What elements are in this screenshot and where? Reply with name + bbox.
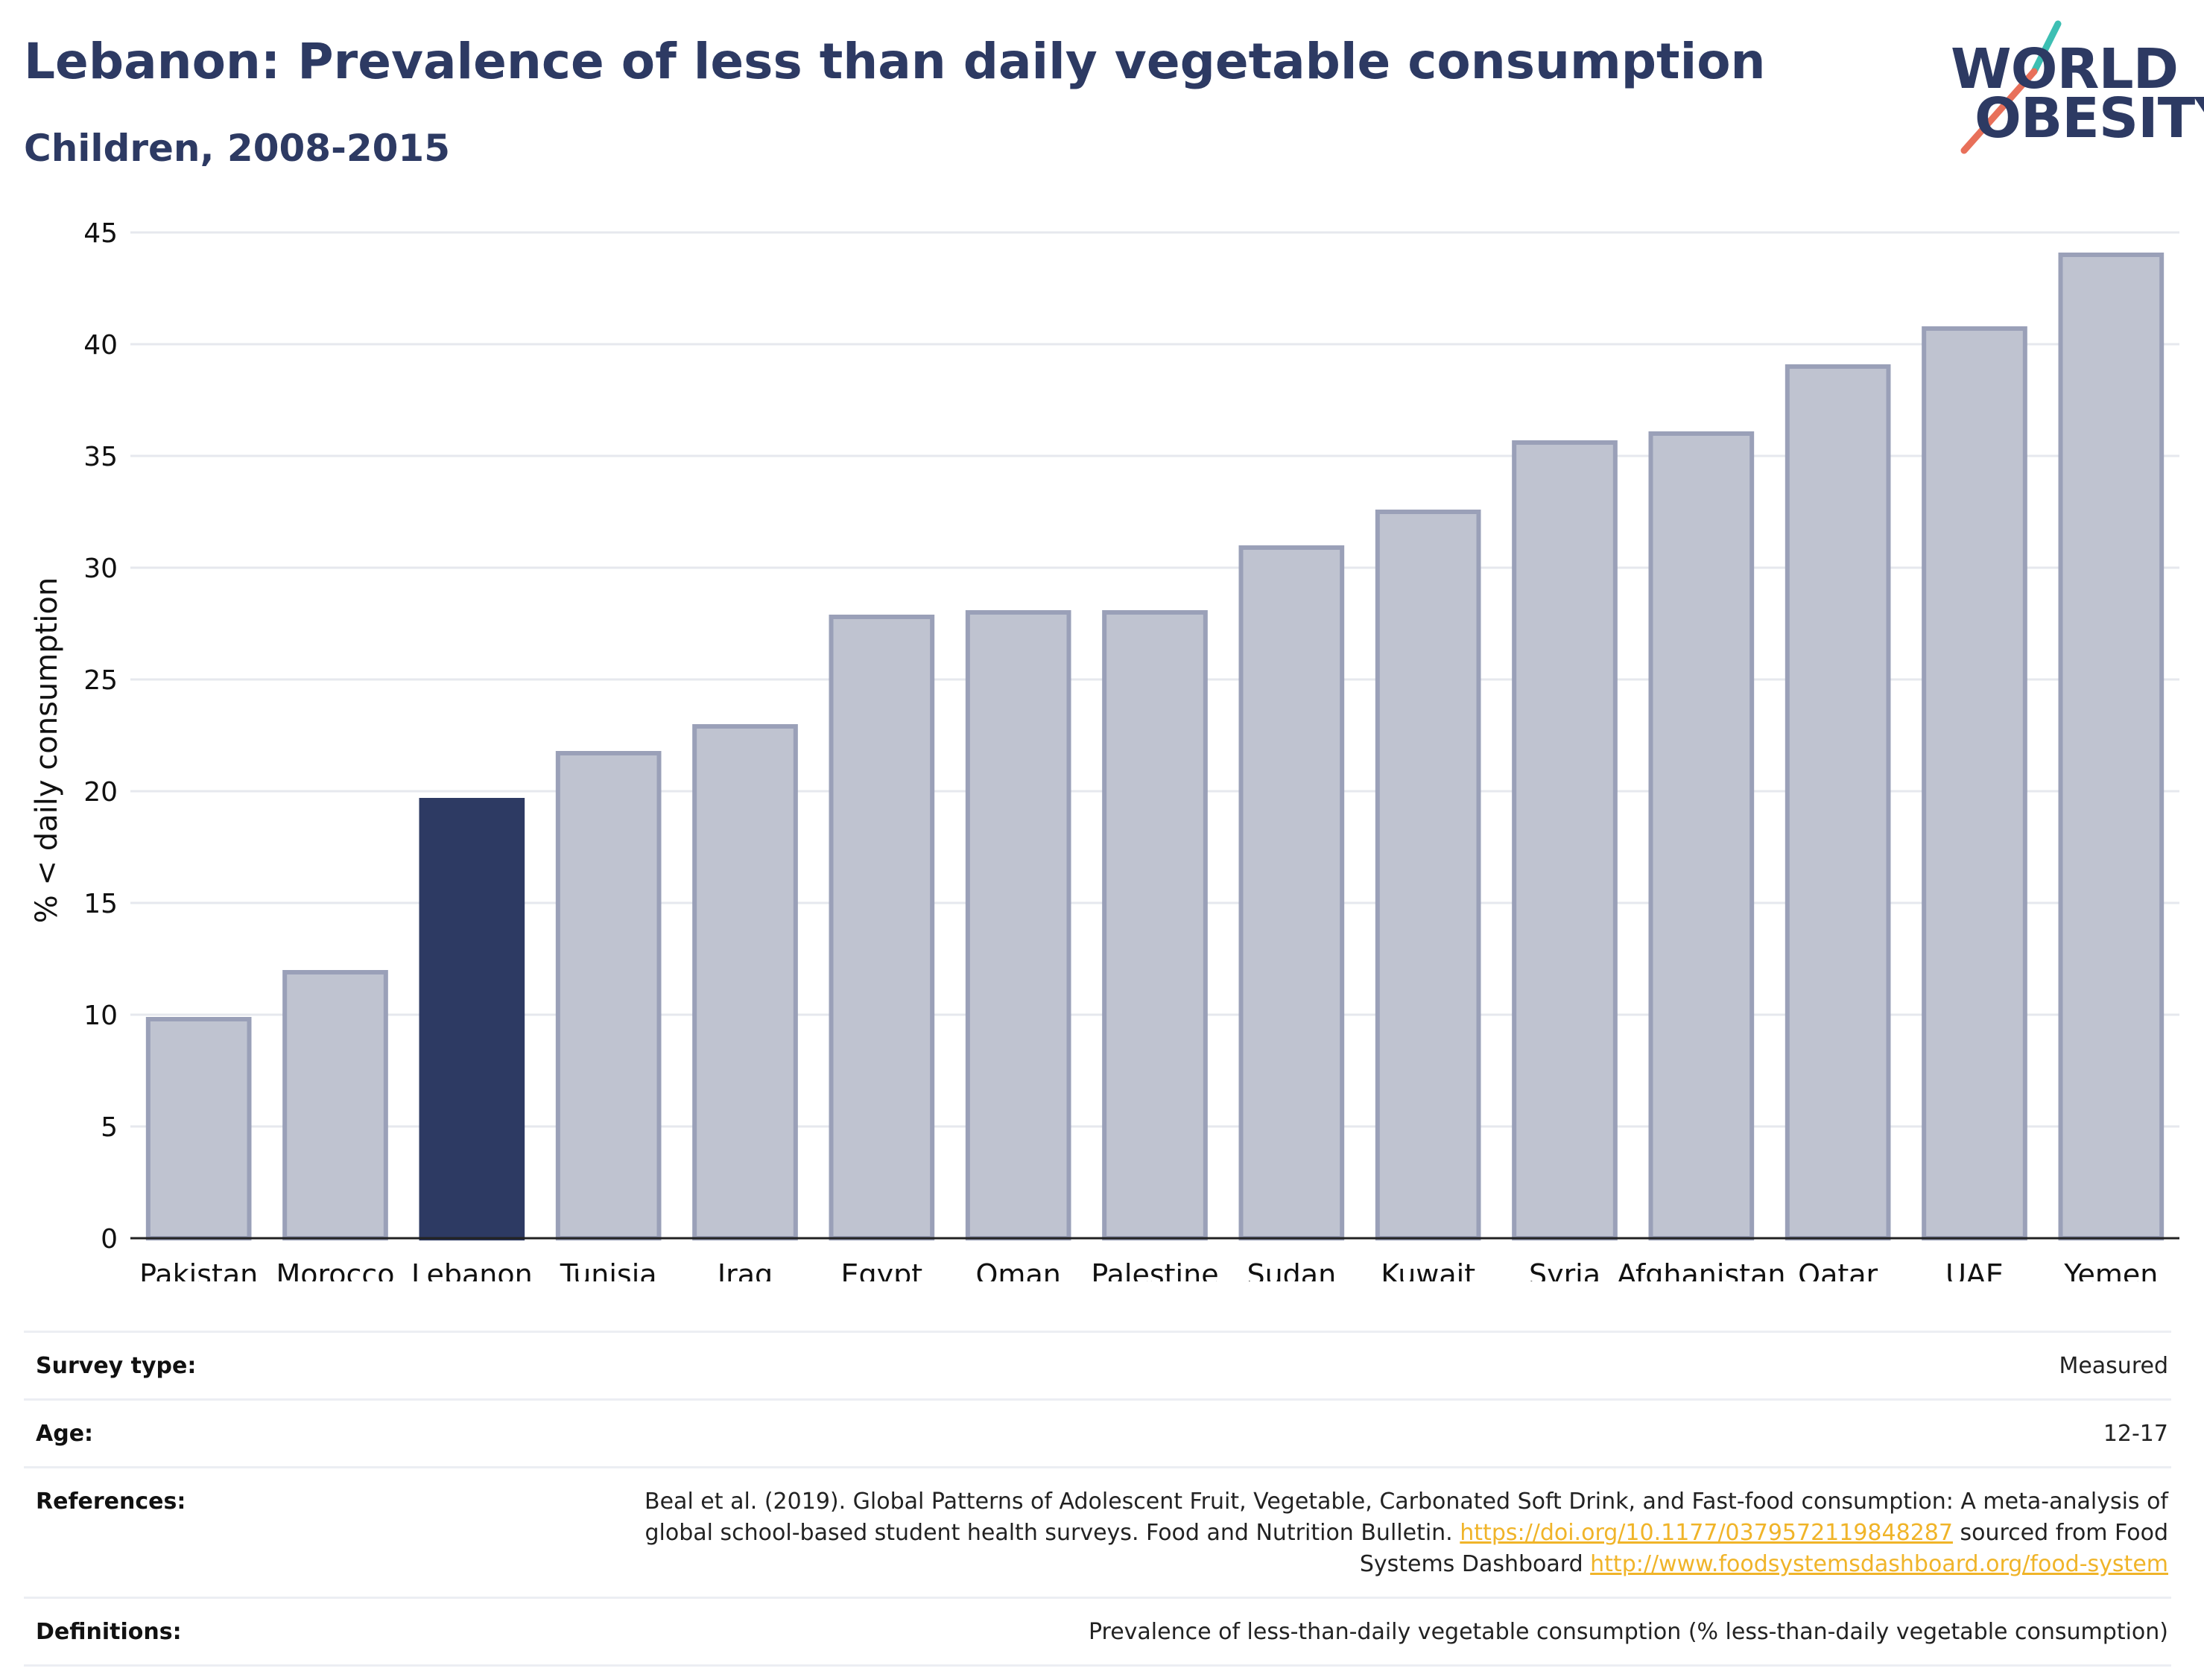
bar-palestine[interactable]: [1102, 610, 1208, 1240]
meta-key: Age:: [36, 1421, 94, 1447]
meta-row-survey-type: Survey type: Measured: [24, 1333, 2171, 1401]
logo-word-obesity: OBESITY: [1975, 86, 2204, 150]
bar-tunisia[interactable]: [555, 751, 662, 1240]
x-tick-label: Morocco: [276, 1258, 394, 1281]
dashboard-link[interactable]: http://www.foodsystemsdashboard.org/food…: [1590, 1551, 2168, 1577]
meta-key: References:: [36, 1489, 186, 1515]
meta-row-definitions: Definitions: Prevalence of less-than-dai…: [24, 1599, 2171, 1667]
y-tick-label: 15: [83, 889, 118, 919]
meta-row-age: Age: 12-17: [24, 1401, 2171, 1468]
y-tick-label: 35: [83, 442, 118, 472]
bar-kuwait[interactable]: [1375, 510, 1481, 1240]
bar-morocco[interactable]: [282, 970, 388, 1240]
meta-key: Survey type:: [36, 1353, 197, 1379]
meta-value: Measured: [2059, 1353, 2168, 1379]
bar-afghanistan[interactable]: [1648, 431, 1755, 1240]
y-tick-label: 5: [101, 1112, 118, 1143]
x-tick-label: Egypt: [841, 1258, 923, 1281]
x-tick-label: Kuwait: [1381, 1258, 1475, 1281]
meta-row-references: References: Beal et al. (2019). Global P…: [24, 1468, 2171, 1599]
bar-lebanon[interactable]: [419, 798, 525, 1240]
x-tick-label: Sudan: [1247, 1258, 1336, 1281]
reference-text: Beal et al. (2019). Global Patterns of A…: [645, 1489, 2168, 1546]
metadata-table: Survey type: Measured Age: 12-17 Referen…: [24, 1331, 2171, 1667]
logo-slash-icon: [1960, 20, 2062, 154]
x-tick-label: Pakistan: [139, 1258, 258, 1281]
x-tick-label: Oman: [976, 1258, 1061, 1281]
bar-syria[interactable]: [1512, 440, 1618, 1240]
bar-qatar[interactable]: [1785, 364, 1891, 1240]
reference-source-text: sourced from Food Systems Dashboard: [1359, 1520, 2168, 1577]
doi-link[interactable]: https://doi.org/10.1177/0379572119848287: [1460, 1520, 1953, 1546]
x-tick-label: Qatar: [1798, 1258, 1878, 1281]
y-tick-label: 0: [101, 1224, 118, 1255]
y-tick-label: 45: [83, 218, 118, 249]
x-tick-label: Afghanistan: [1617, 1258, 1785, 1281]
world-obesity-logo[interactable]: WORLD OBESITY: [1937, 19, 2204, 161]
y-tick-label: 25: [83, 665, 118, 696]
x-tick-label: Lebanon: [411, 1258, 533, 1281]
meta-value: 12-17: [2103, 1421, 2168, 1447]
y-tick-label: 20: [83, 777, 118, 808]
y-tick-label: 10: [83, 1001, 118, 1031]
bar-sudan[interactable]: [1238, 545, 1345, 1240]
y-axis-title: % < daily consumption: [30, 577, 64, 923]
bar-egypt[interactable]: [829, 615, 935, 1240]
page-title: Lebanon: Prevalence of less than daily v…: [24, 33, 1766, 90]
bar-uae[interactable]: [1922, 326, 2027, 1240]
bar-oman[interactable]: [965, 610, 1071, 1240]
meta-value: Prevalence of less-than-daily vegetable …: [1088, 1619, 2168, 1645]
meta-value-references: Beal et al. (2019). Global Patterns of A…: [604, 1486, 2171, 1580]
bar-yemen[interactable]: [2058, 253, 2165, 1240]
logo-word-world: WORLD: [1951, 37, 2179, 101]
bar-chart: 0 5 10 15 20 25 30 35 40 45 Pakistan Morocco Lebanon…: [30, 218, 2179, 1281]
x-tick-label: Palestine: [1091, 1258, 1218, 1281]
bar-pakistan[interactable]: [145, 1017, 252, 1240]
page-subtitle: Children, 2008-2015: [24, 127, 450, 170]
y-tick-label: 40: [83, 330, 118, 361]
bar-iraq[interactable]: [692, 724, 798, 1240]
x-tick-label: Syria: [1529, 1258, 1600, 1281]
axes: 0 5 10 15 20 25 30 35 40 45 Pakistan Morocco Lebanon…: [83, 218, 2179, 1281]
x-tick-label: Tunisia: [560, 1258, 657, 1281]
y-tick-label: 30: [83, 554, 118, 584]
bars: [145, 253, 2165, 1240]
x-tick-label: UAE: [1945, 1258, 2004, 1281]
x-tick-label: Iraq: [718, 1258, 773, 1281]
meta-key: Definitions:: [36, 1619, 182, 1645]
x-tick-label: Yemen: [2063, 1258, 2158, 1281]
